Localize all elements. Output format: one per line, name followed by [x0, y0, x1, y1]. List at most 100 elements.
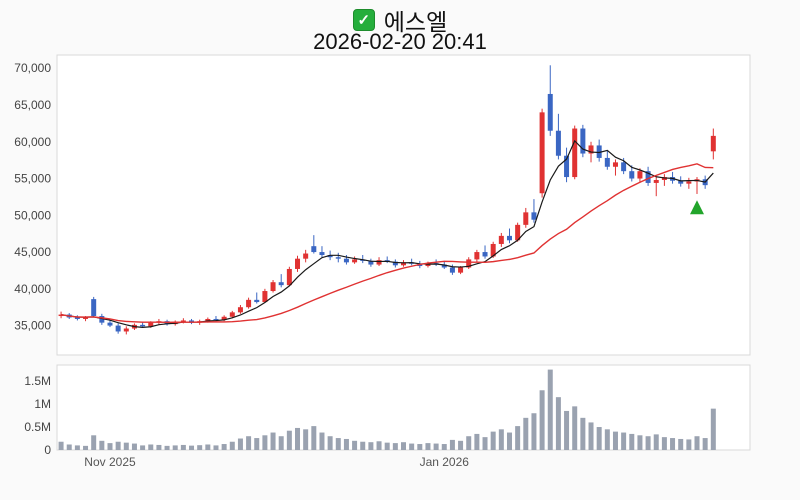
chart-datetime: 2026-02-20 20:41 — [313, 29, 487, 54]
price-tick-label: 70,000 — [14, 61, 51, 75]
candle-body — [205, 318, 211, 322]
volume-bar — [221, 444, 227, 450]
volume-bar — [547, 369, 553, 450]
volume-bar — [621, 432, 627, 450]
volume-bar — [449, 439, 455, 450]
volume-bar — [131, 443, 137, 450]
candle-body — [629, 171, 635, 179]
candle-body — [645, 171, 651, 183]
candle-body — [123, 328, 129, 332]
volume-bar — [694, 436, 700, 450]
price-tick-label: 60,000 — [14, 135, 51, 149]
volume-bar — [392, 443, 398, 450]
candle-body — [376, 260, 382, 265]
candle-body — [531, 212, 537, 220]
volume-bar — [653, 434, 659, 450]
volume-bar — [710, 408, 716, 450]
candle-body — [180, 320, 186, 322]
series-checkbox-icon[interactable]: ✓ — [352, 9, 375, 31]
volume-bar — [506, 432, 512, 450]
volume-bar — [115, 441, 121, 450]
candle-body — [555, 130, 561, 156]
candle-body — [278, 282, 284, 286]
candle-body — [213, 318, 219, 320]
candle-body — [303, 253, 309, 259]
candle-body — [506, 235, 512, 241]
candle-body — [107, 322, 113, 326]
volume-bar — [254, 438, 260, 450]
candle-body — [352, 259, 358, 263]
volume-bar — [588, 422, 594, 450]
volume-bar — [409, 443, 415, 450]
volume-bar — [213, 445, 219, 450]
volume-bar — [596, 427, 602, 450]
volume-tick-label: 1.5M — [24, 374, 51, 388]
volume-bar — [425, 443, 431, 450]
volume-bar — [229, 441, 235, 450]
volume-tick-label: 0 — [44, 443, 51, 457]
candle-body — [327, 255, 333, 258]
candle-body — [58, 314, 64, 317]
volume-bar — [352, 440, 358, 450]
volume-bar — [180, 444, 186, 450]
volume-bar — [107, 443, 113, 450]
volume-bar — [604, 429, 610, 450]
candle-body — [474, 252, 480, 260]
volume-bar — [262, 435, 268, 450]
volume-bar — [539, 390, 545, 450]
candle-body — [335, 257, 341, 259]
candle-body — [547, 93, 553, 131]
candle-body — [564, 155, 570, 178]
price-tick-label: 45,000 — [14, 245, 51, 259]
volume-bar — [678, 438, 684, 450]
candle-body — [449, 267, 455, 273]
volume-bar — [360, 441, 366, 450]
candle-body — [710, 135, 716, 152]
volume-bar — [197, 445, 203, 450]
candle-body — [254, 299, 260, 303]
candle-body — [221, 316, 227, 320]
volume-bar — [417, 444, 423, 450]
volume-bar — [91, 435, 97, 450]
volume-bar — [523, 417, 529, 450]
volume-bar — [58, 441, 64, 450]
candle-body — [140, 324, 146, 327]
volume-tick-label: 1M — [34, 397, 51, 411]
volume-bar — [482, 437, 488, 450]
candle-body — [515, 224, 521, 241]
volume-bar — [335, 438, 341, 450]
volume-bar — [612, 431, 618, 450]
volume-bar — [270, 432, 276, 450]
candle-body — [246, 299, 252, 308]
ma-short-line — [60, 139, 714, 328]
volume-bar — [637, 435, 643, 450]
volume-bar — [156, 444, 162, 450]
candle-body — [295, 258, 301, 269]
candle-body — [91, 299, 97, 317]
volume-bar — [515, 426, 521, 450]
volume-bar — [172, 445, 178, 450]
price-tick-label: 35,000 — [14, 319, 51, 333]
candle-body — [539, 112, 545, 194]
candle-body — [637, 171, 643, 179]
volume-bar — [580, 417, 586, 450]
candle-body — [311, 246, 317, 253]
price-tick-label: 55,000 — [14, 172, 51, 186]
volume-bar — [319, 432, 325, 450]
volume-bar — [376, 441, 382, 450]
candle-body — [686, 181, 692, 184]
volume-bar — [661, 437, 667, 450]
candle-body — [678, 180, 684, 184]
volume-bar — [189, 445, 195, 450]
candle-body — [392, 261, 398, 266]
x-axis-label: Nov 2025 — [84, 455, 136, 469]
volume-plot-area — [56, 364, 751, 451]
volume-bar — [327, 436, 333, 450]
candle-body — [83, 317, 89, 319]
candle-body — [262, 291, 268, 303]
volume-bar — [205, 444, 211, 450]
volume-bar — [670, 438, 676, 450]
volume-bar — [490, 431, 496, 450]
candle-body — [343, 258, 349, 263]
